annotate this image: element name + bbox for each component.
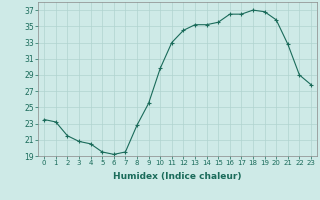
X-axis label: Humidex (Indice chaleur): Humidex (Indice chaleur)	[113, 172, 242, 181]
